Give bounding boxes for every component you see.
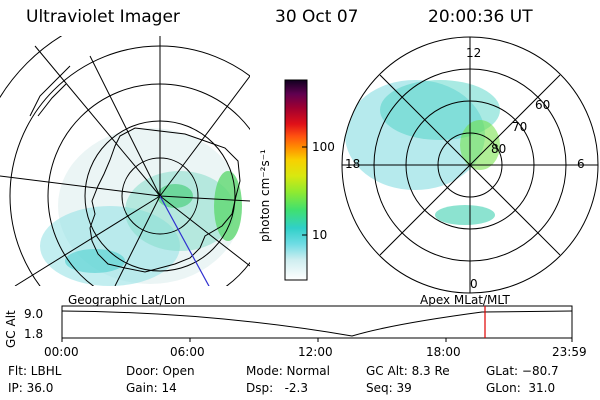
mlt-label-right: 6 (577, 157, 585, 171)
timeline-ticks (61, 338, 573, 342)
title: Ultraviolet Imager (26, 7, 180, 27)
colorbar (284, 79, 308, 281)
info-dsp: Dsp: -2.3 (246, 381, 309, 395)
info-ip: IP: 36.0 (8, 381, 54, 395)
timeline-xtick-0: 00:00 (44, 345, 79, 359)
info-flt: Flt: LBHL (8, 364, 62, 378)
info-door: Door: Open (126, 364, 195, 378)
geographic-map (0, 36, 250, 286)
mlat-label-70: 70 (512, 120, 528, 134)
colorbar-tick-100: 100 (312, 140, 335, 154)
colorbar-tick-10: 10 (312, 228, 328, 242)
timeline-xtick-1: 06:00 (170, 345, 205, 359)
info-mode: Mode: Normal (246, 364, 330, 378)
coastline (89, 127, 241, 273)
mlt-lines (342, 37, 598, 293)
mlt-label-top: 12 (466, 46, 482, 60)
magnetic-map (341, 36, 599, 294)
mlat-label-60: 60 (535, 98, 551, 112)
timeline-xtick-3: 18:00 (426, 345, 461, 359)
colorbar-unit-label: photon cm⁻²s⁻¹ (258, 149, 272, 242)
info-glat: GLat: −80.7 (486, 364, 559, 378)
longitude-lines (0, 36, 250, 286)
left-map-caption: Geographic Lat/Lon (68, 293, 186, 307)
mlat-label-80: 80 (491, 142, 507, 156)
timeline-xtick-2: 12:00 (298, 345, 333, 359)
timeline-xtick-4: 23:59 (552, 345, 587, 359)
info-gcalt: GC Alt: 8.3 Re (366, 364, 450, 378)
mlt-label-bottom: 0 (470, 277, 478, 291)
info-glon: GLon: 31.0 (486, 381, 556, 395)
timeline-axis-label: GC Alt (4, 310, 18, 348)
info-gain: Gain: 14 (126, 381, 177, 395)
info-seq: Seq: 39 (366, 381, 412, 395)
timeline-plot (61, 305, 573, 342)
altitude-curve (61, 310, 573, 337)
mlt-label-left: 18 (345, 157, 361, 171)
timeline-ytick-high: 9.0 (24, 307, 44, 321)
time: 20:00:36 UT (428, 7, 533, 27)
date: 30 Oct 07 (275, 7, 359, 27)
timeline-ytick-low: 1.8 (24, 327, 44, 341)
sun-direction-line (159, 195, 210, 286)
right-map-caption: Apex MLat/MLT (420, 293, 510, 307)
